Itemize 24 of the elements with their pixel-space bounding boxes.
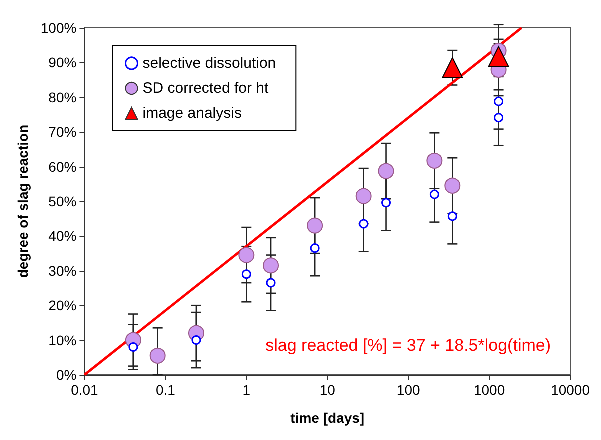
legend-label: SD corrected for ht (142, 80, 270, 97)
x-tick-label: 1000 (474, 382, 506, 398)
annotation: slag reacted [%] = 37 + 18.5*log(time) (266, 336, 552, 355)
x-tick-label: 10 (320, 382, 336, 398)
y-tick-label: 20% (48, 298, 77, 314)
y-tick-label: 100% (40, 20, 77, 36)
x-axis-title: time [days] (290, 410, 365, 426)
y-tick-label: 90% (48, 54, 77, 71)
x-tick-label: 0.01 (71, 382, 99, 398)
legend-label: selective dissolution (142, 55, 276, 72)
y-tick-label: 40% (48, 228, 77, 244)
y-tick-label: 70% (48, 124, 77, 140)
y-tick-label: 60% (48, 158, 77, 175)
y-tick-label: 50% (48, 194, 77, 210)
x-tick-label: 10000 (551, 382, 590, 398)
y-tick-label: 10% (48, 332, 77, 348)
y-axis-title: degree of slag reaction (15, 124, 31, 278)
x-tick-label: 0.1 (156, 382, 176, 398)
legend-label: image analysis (142, 105, 242, 122)
x-tick-label: 1 (242, 382, 251, 398)
y-tick-label: 0% (56, 367, 77, 383)
y-tick-label: 80% (48, 89, 77, 106)
y-tick-label: 30% (48, 262, 77, 279)
x-tick-label: 100 (396, 382, 420, 398)
